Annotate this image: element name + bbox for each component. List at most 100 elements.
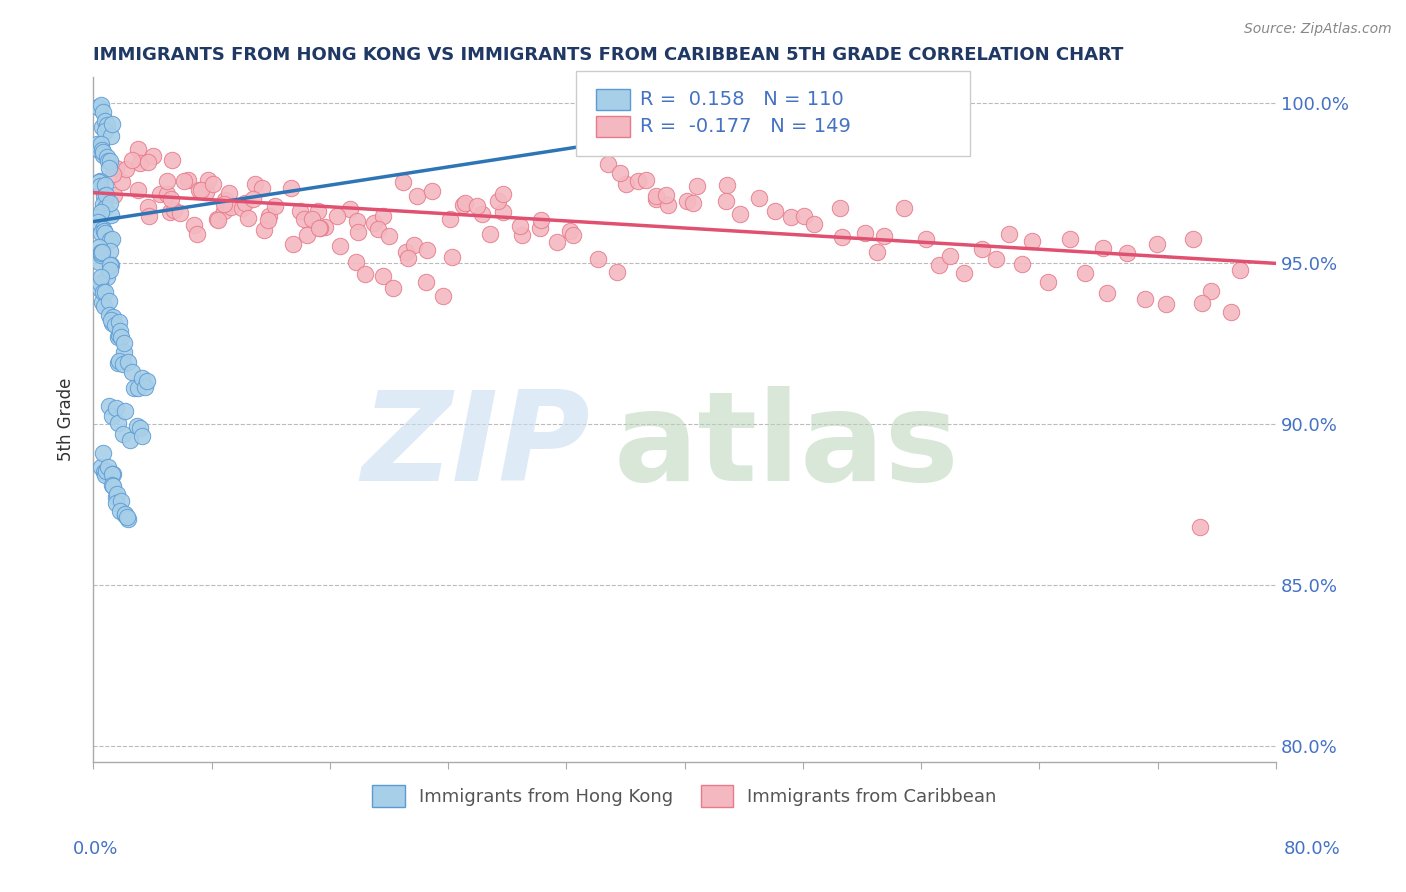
Point: [108, 353, 131, 368]
Point: [94, 226, 117, 240]
Point: [96, 150, 118, 164]
Point: [117, 354, 139, 368]
Point: [87, 143, 110, 157]
Point: [562, 227, 585, 242]
Point: [256, 213, 278, 227]
Point: [90, 248, 112, 262]
Point: [471, 207, 494, 221]
Point: [281, 236, 304, 251]
Point: [90, 270, 112, 285]
Point: [395, 244, 418, 259]
Point: [928, 258, 950, 272]
Point: [1220, 304, 1243, 318]
Point: [657, 198, 679, 212]
Point: [156, 186, 179, 201]
Point: [682, 195, 704, 210]
Point: [101, 467, 124, 481]
Point: [100, 258, 122, 272]
Text: atlas: atlas: [613, 386, 959, 508]
Point: [101, 310, 124, 324]
Point: [1011, 257, 1033, 271]
Point: [111, 427, 134, 442]
Point: [546, 235, 568, 249]
Point: [558, 224, 581, 238]
Point: [212, 203, 235, 218]
Point: [159, 205, 181, 219]
Point: [236, 211, 259, 226]
Point: [308, 221, 330, 235]
Point: [104, 490, 127, 504]
Point: [402, 238, 425, 252]
Point: [108, 324, 131, 338]
Point: [970, 242, 993, 256]
Point: [110, 494, 132, 508]
Point: [93, 285, 115, 299]
Point: [177, 173, 200, 187]
Point: [183, 219, 205, 233]
Point: [111, 175, 134, 189]
Point: [107, 487, 129, 501]
Point: [87, 215, 110, 229]
Point: [173, 174, 195, 188]
Point: [156, 174, 179, 188]
Point: [295, 227, 318, 242]
Point: [148, 187, 170, 202]
Point: [108, 314, 131, 328]
Point: [134, 380, 156, 394]
Point: [91, 295, 114, 310]
Point: [1074, 266, 1097, 280]
Point: [763, 204, 786, 219]
Point: [98, 153, 121, 168]
Point: [94, 465, 117, 479]
Point: [201, 178, 224, 192]
Point: [416, 244, 439, 258]
Point: [655, 188, 678, 202]
Point: [371, 268, 394, 283]
Point: [121, 153, 143, 167]
Point: [91, 104, 114, 119]
Point: [101, 232, 124, 246]
Point: [212, 197, 235, 211]
Point: [101, 167, 124, 181]
Point: [127, 183, 149, 197]
Point: [1038, 275, 1060, 289]
Point: [94, 113, 117, 128]
Point: [96, 269, 118, 284]
Point: [104, 318, 127, 332]
Point: [280, 181, 302, 195]
Point: [101, 478, 124, 492]
Point: [89, 101, 111, 115]
Point: [214, 193, 236, 207]
Text: Source: ZipAtlas.com: Source: ZipAtlas.com: [1244, 22, 1392, 37]
Point: [396, 251, 419, 265]
Point: [422, 185, 444, 199]
Point: [1188, 519, 1211, 533]
Point: [748, 191, 770, 205]
Point: [392, 175, 415, 189]
Point: [128, 421, 150, 435]
Point: [828, 201, 851, 215]
Point: [344, 255, 367, 269]
Point: [104, 161, 127, 175]
Point: [111, 357, 134, 371]
Point: [103, 479, 125, 493]
Point: [91, 221, 114, 235]
Point: [90, 460, 112, 475]
Point: [107, 330, 129, 344]
Point: [207, 213, 229, 227]
Point: [90, 181, 112, 195]
Point: [98, 263, 121, 277]
Point: [901, 116, 924, 130]
Point: [105, 496, 128, 510]
Point: [346, 214, 368, 228]
Point: [103, 188, 125, 202]
Point: [242, 192, 264, 206]
Point: [529, 220, 551, 235]
Point: [89, 173, 111, 187]
Point: [107, 416, 129, 430]
Point: [90, 246, 112, 260]
Point: [91, 147, 114, 161]
Point: [112, 345, 135, 359]
Point: [1133, 292, 1156, 306]
Point: [454, 195, 477, 210]
